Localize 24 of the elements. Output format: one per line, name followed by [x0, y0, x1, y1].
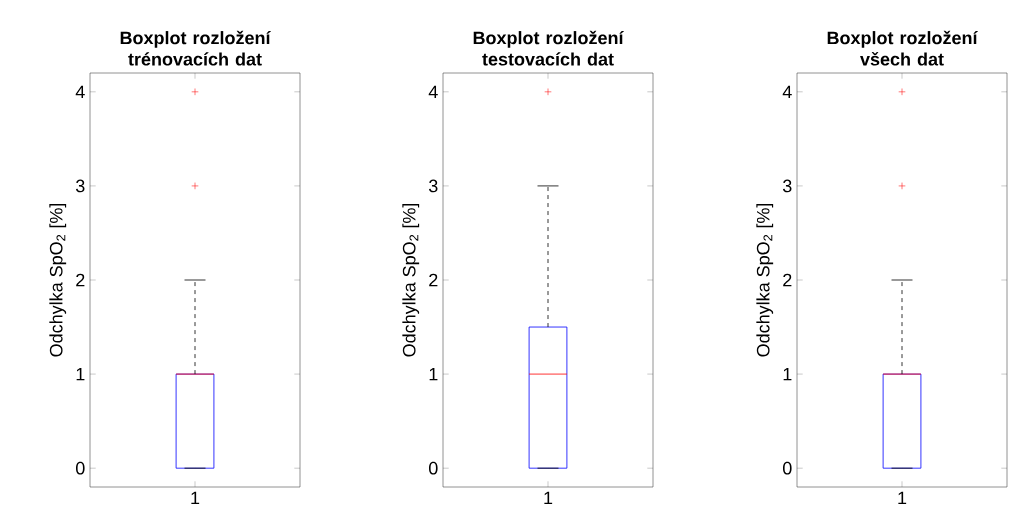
- chart-title: Boxplot rozložení všech dat: [827, 30, 978, 66]
- y-tick-label: 0: [76, 461, 85, 475]
- x-tick-label: 1: [898, 491, 907, 505]
- x-tick-label: 1: [191, 491, 200, 505]
- y-tick-label: 4: [428, 85, 438, 99]
- y-axis-title: Odchylka SpO$_{2}$ [%]: [402, 203, 420, 357]
- y-tick-label: 0: [783, 461, 792, 475]
- x-tick-label: 1: [544, 491, 553, 505]
- y-tick-label: 1: [429, 367, 438, 381]
- y-tick-label: 2: [76, 273, 85, 287]
- y-tick-label: 3: [782, 179, 792, 193]
- y-tick-label: 4: [75, 85, 85, 99]
- y-tick-label: 3: [428, 179, 438, 193]
- y-axis-title: Odchylka SpO$_{2}$ [%]: [49, 203, 67, 357]
- chart-title: Boxplot rozložení trénovacích dat: [120, 30, 271, 66]
- y-tick-label: 4: [782, 85, 792, 99]
- y-tick-label: 1: [783, 367, 792, 381]
- chart-title: Boxplot rozložení testovacích dat: [473, 30, 624, 66]
- y-tick-label: 0: [429, 461, 438, 475]
- y-axis-title: Odchylka SpO$_{2}$ [%]: [756, 203, 774, 357]
- y-tick-label: 2: [783, 273, 792, 287]
- y-tick-label: 3: [75, 179, 85, 193]
- y-tick-label: 2: [429, 273, 438, 287]
- y-tick-label: 1: [76, 367, 85, 381]
